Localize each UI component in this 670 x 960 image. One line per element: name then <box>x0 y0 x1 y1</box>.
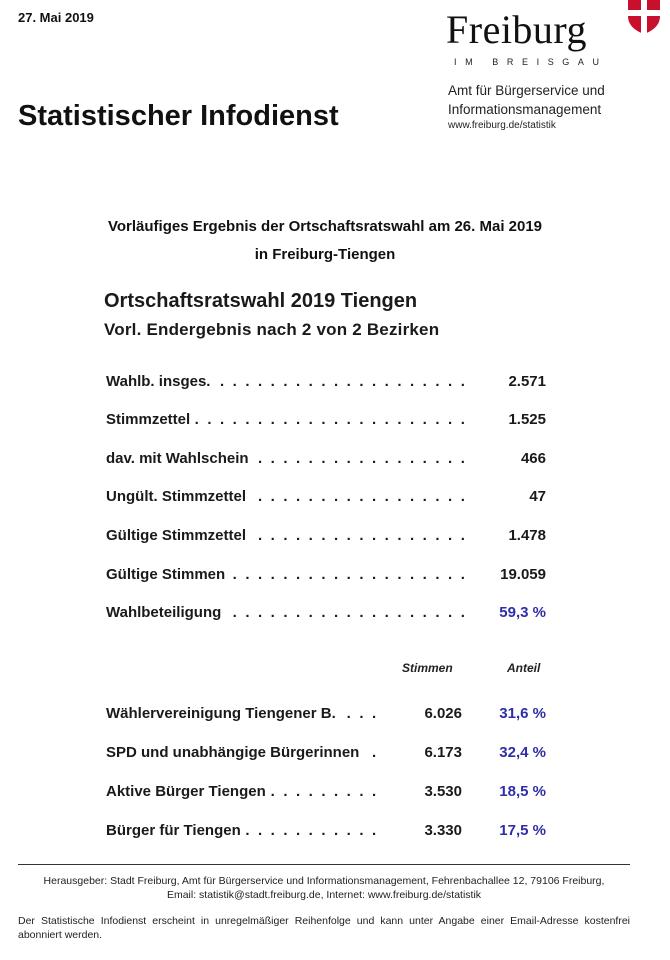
stat-value-turnout: 59,3 % <box>499 604 546 621</box>
freiburg-logo-wordmark: Freiburg <box>446 7 588 52</box>
stat-value: 2.571 <box>508 373 546 390</box>
party-votes: 6.173 <box>424 744 462 761</box>
department-line-1: Amt für Bürgerservice und <box>448 83 605 98</box>
issue-date: 27. Mai 2019 <box>18 10 94 25</box>
stat-label: Wahlb. insges. <box>106 373 215 390</box>
party-share: 18,5 % <box>499 783 546 800</box>
publisher-line-2: Email: statistik@stadt.freiburg.de, Inte… <box>166 889 482 901</box>
stat-value: 47 <box>529 488 546 505</box>
department-url: www.freiburg.de/statistik <box>448 120 556 131</box>
stat-row-ballots: ........................................… <box>106 411 546 428</box>
stat-row-postal: ........................................… <box>106 450 546 467</box>
result-box-title: Ortschaftsratswahl 2019 Tiengen <box>104 290 418 312</box>
stat-row-valid-votes: ........................................… <box>106 566 546 583</box>
party-share: 17,5 % <box>499 822 546 839</box>
stat-row-eligible: ........................................… <box>106 373 546 390</box>
stat-label: Gültige Stimmzettel <box>106 527 251 544</box>
stat-label: Wahlbeteiligung <box>106 604 226 621</box>
footer-divider <box>18 864 630 865</box>
page-title: Statistischer Infodienst <box>18 100 339 132</box>
subscription-note: Der Statistische Infodienst erscheint in… <box>18 915 630 941</box>
department-name: Amt für Bürgerservice und Informationsma… <box>448 81 605 119</box>
party-row: ........................................… <box>106 783 546 807</box>
result-box-subtitle: Vorl. Endergebnis nach 2 von 2 Bezirken <box>104 320 440 339</box>
stat-row-turnout: ........................................… <box>106 604 546 621</box>
column-header-share: Anteil <box>507 661 541 675</box>
headline-line-1: Vorläufiges Ergebnis der Ortschaftsratsw… <box>107 218 543 235</box>
party-row: ........................................… <box>106 705 546 729</box>
party-row: ........................................… <box>106 744 546 768</box>
stat-value: 1.478 <box>508 527 546 544</box>
freiburg-crest-icon <box>628 0 660 34</box>
stat-label: Stimmzettel <box>106 411 195 428</box>
stat-value: 19.059 <box>500 566 546 583</box>
stat-row-invalid: ........................................… <box>106 488 546 505</box>
party-votes: 3.530 <box>424 783 462 800</box>
party-name: SPD und unabhängige Bürgerinnen <box>106 744 364 761</box>
party-share: 32,4 % <box>499 744 546 761</box>
stat-label: Gültige Stimmen <box>106 566 230 583</box>
headline-line-2: in Freiburg-Tiengen <box>254 246 396 263</box>
stat-value: 1.525 <box>508 411 546 428</box>
party-votes: 6.026 <box>424 705 462 722</box>
stat-row-valid-ballots: ........................................… <box>106 527 546 544</box>
department-line-2: Informationsmanagement <box>448 102 602 117</box>
publisher-info: Herausgeber: Stadt Freiburg, Amt für Bür… <box>18 874 630 902</box>
party-name: Aktive Bürger Tiengen <box>106 783 270 800</box>
publisher-line-1: Herausgeber: Stadt Freiburg, Amt für Bür… <box>43 875 605 887</box>
column-header-votes: Stimmen <box>402 661 453 675</box>
party-name: Bürger für Tiengen <box>106 822 245 839</box>
stat-label: dav. mit Wahlschein <box>106 450 253 467</box>
party-name: Wählervereinigung Tiengener B. <box>106 705 340 722</box>
party-row: ........................................… <box>106 822 546 846</box>
freiburg-logo-subline: IM BREISGAU <box>454 57 608 67</box>
stat-value: 466 <box>520 450 546 467</box>
party-votes: 3.330 <box>424 822 462 839</box>
stat-label: Ungült. Stimmzettel <box>106 488 251 505</box>
party-share: 31,6 % <box>499 705 546 722</box>
